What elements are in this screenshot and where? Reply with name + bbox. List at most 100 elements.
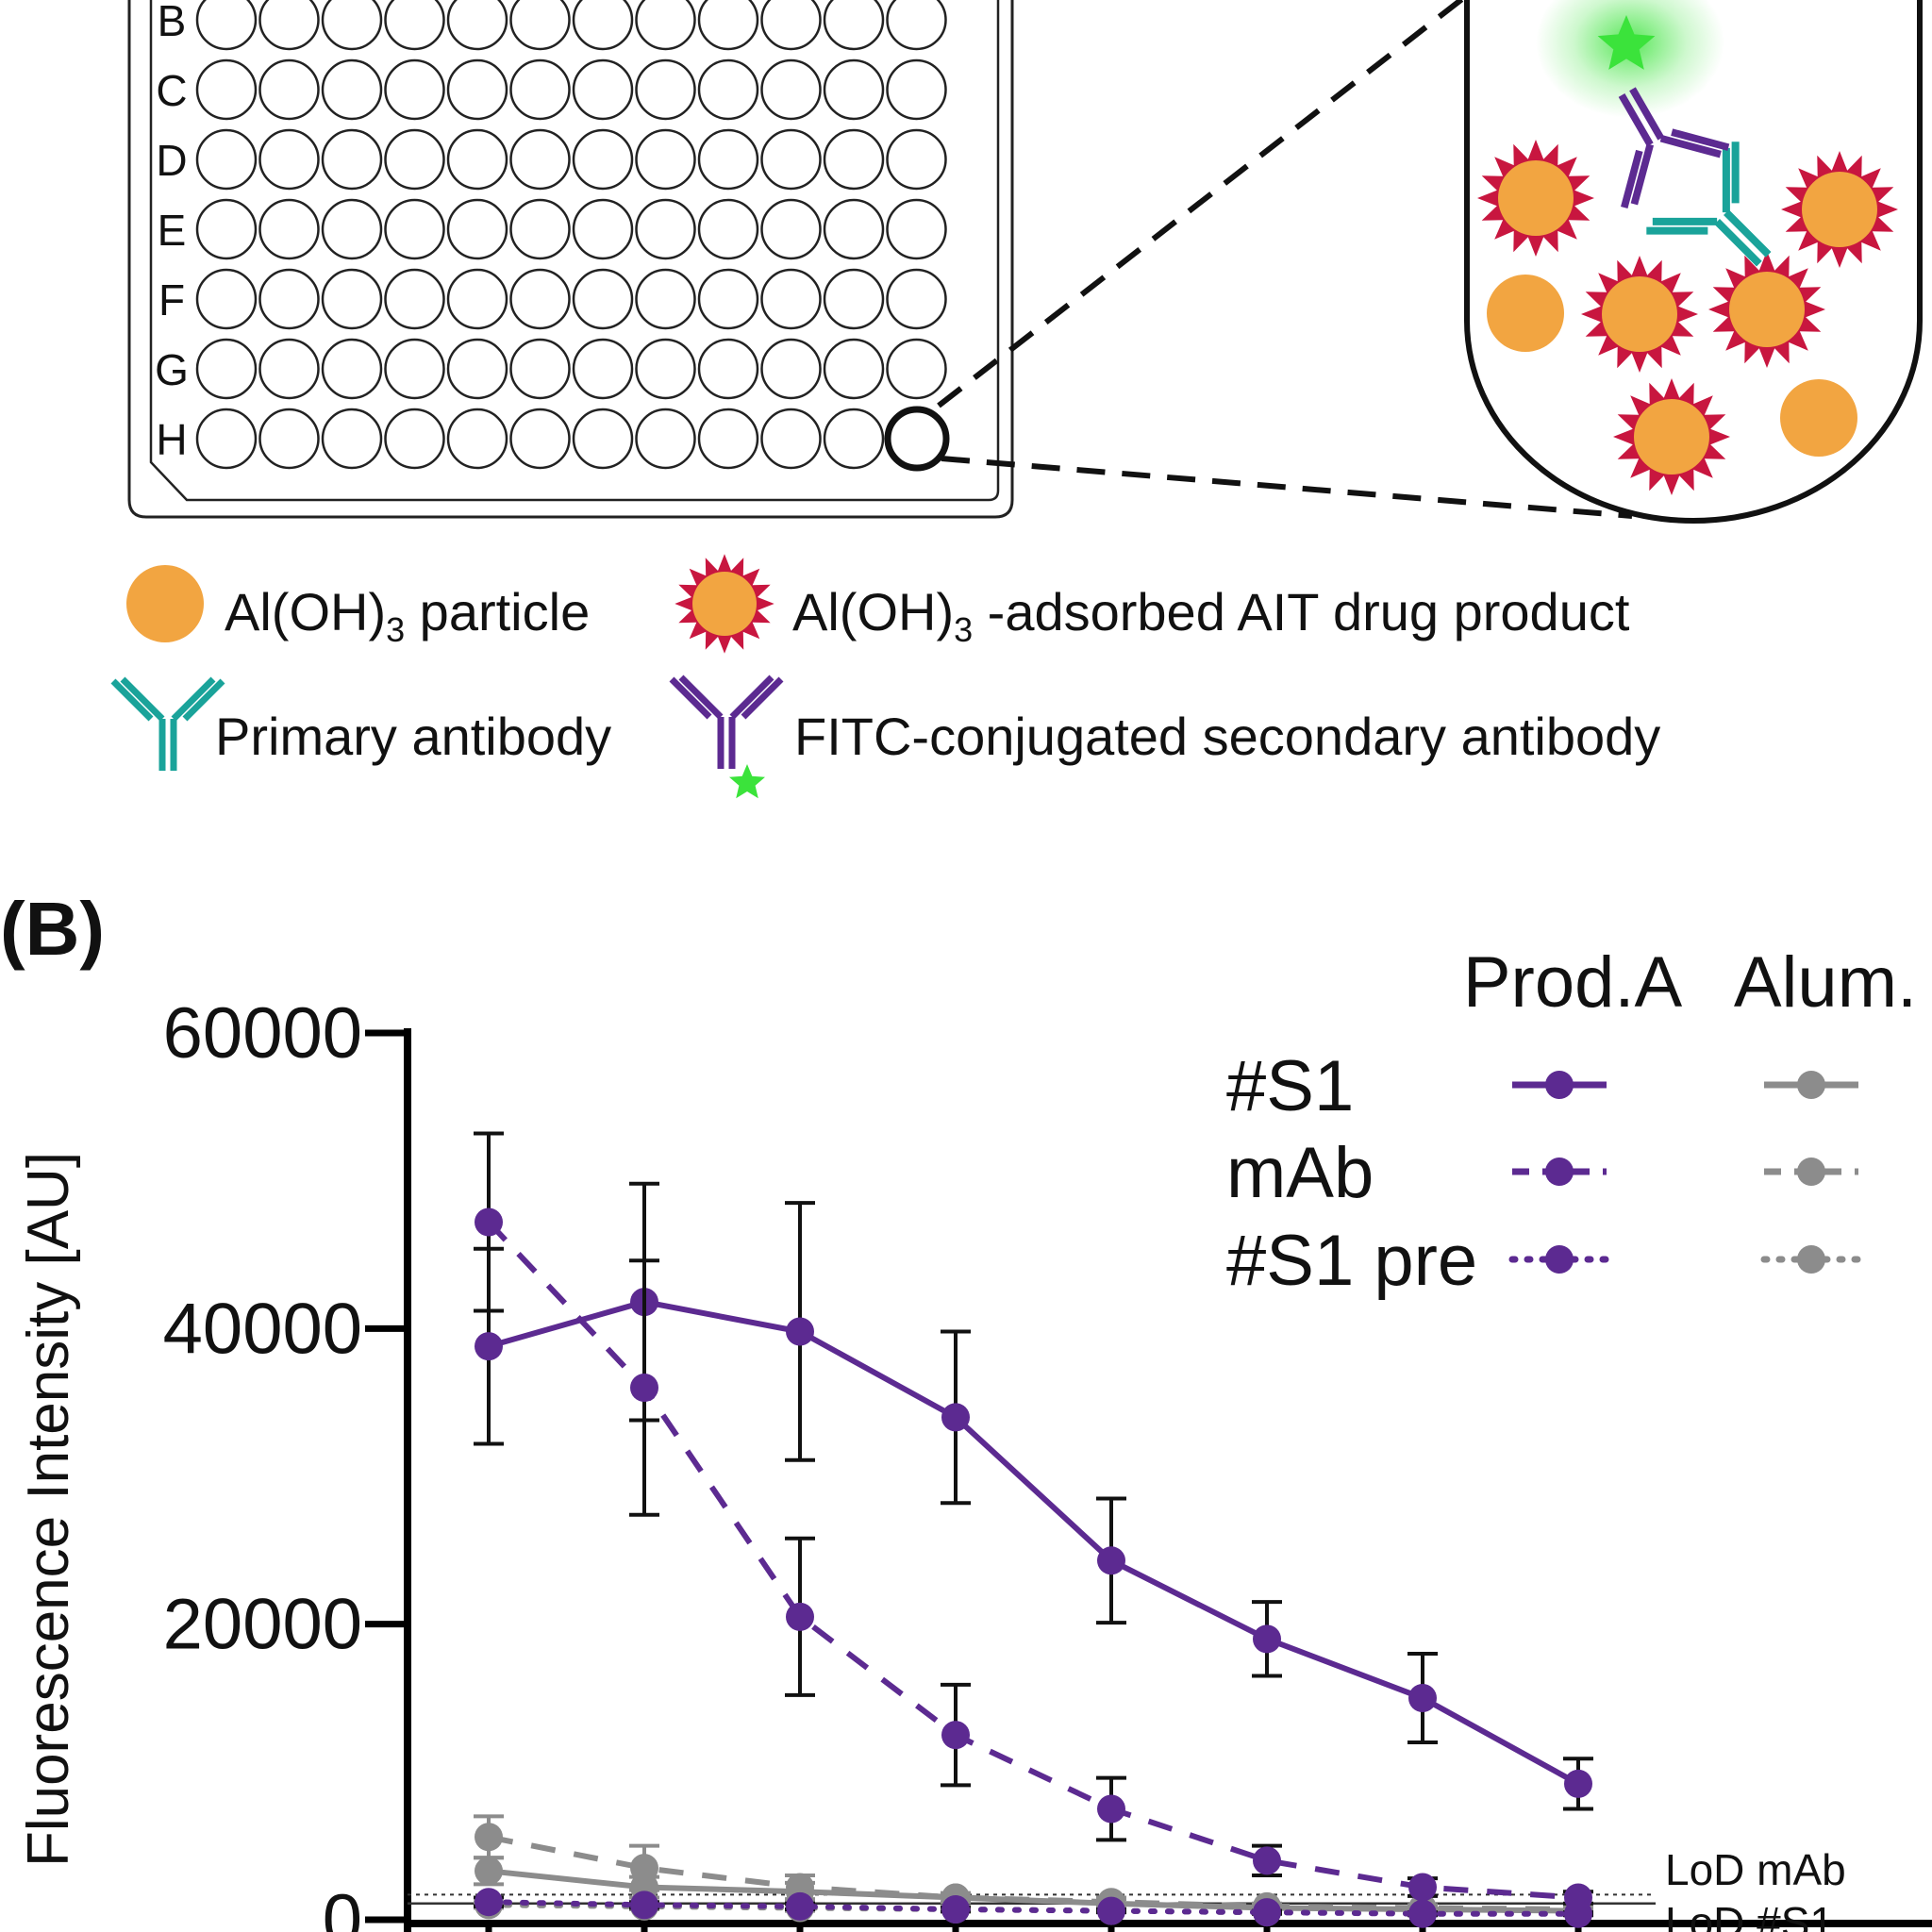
plate-well [760,408,822,470]
plate-well [886,128,947,191]
plate-well [446,198,508,260]
zoom-line-top [937,0,1466,408]
legend-swatch-marker [1797,1071,1825,1099]
plate-well [572,128,634,191]
plate-well [258,58,320,121]
adsorbed-particle [1581,256,1698,373]
plate-row-letter: E [158,206,187,255]
plate-well [195,338,258,400]
primary-legend-antibody [110,676,225,771]
data-point [1253,1624,1281,1654]
plate-well [697,268,759,330]
data-point [630,1374,658,1402]
legend-row-label: #S1 [1226,1046,1354,1126]
primary-antibody-bound [1646,142,1772,267]
plate-well [195,128,258,191]
series-proda-s1 [474,1181,1593,1811]
plate-well [760,338,822,400]
plate-well [384,338,445,400]
secondary-antibody-bound-chain [1659,134,1722,158]
data-point [1097,1896,1125,1925]
plate-well [195,58,258,121]
data-point [1097,1794,1125,1824]
plate-well [697,338,759,400]
data-point [1408,1873,1437,1902]
secondary-legend-antibody-fitc-star [729,764,765,799]
primary-antibody-bound-chain [1652,217,1718,225]
plate-well [697,0,759,51]
legend-header: Alum. [1734,942,1917,1023]
adsorbed-particle-core [1729,272,1805,347]
primary-antibody-bound-chain [1714,219,1762,267]
plate-row-letter: G [155,345,189,394]
plate-row-letter: B [158,0,187,45]
panel-b-chart: (B) Fluorescence Intensity [AU] 0 20000 40… [0,887,1932,1932]
legend-swatch-marker [1797,1245,1825,1274]
data-point [1564,1769,1592,1798]
plate-well [635,408,696,470]
plate-well [384,268,445,330]
plate-well [384,128,445,191]
plate-well [823,338,885,400]
well-contents [1477,15,1898,495]
plate-well [509,0,571,51]
adsorbed-particle-core [1602,276,1677,352]
particle-legend-label: Al(OH)3 particle [225,582,590,649]
secondary-legend-antibody-chain [669,676,712,720]
plate-well [446,128,508,191]
plain-particle [1780,379,1857,457]
y-tick-label: 40000 [163,1289,362,1369]
adsorbed-particle-core [1634,399,1709,475]
well-plate-inner-outline [149,0,1000,502]
plate-well [258,128,320,191]
plate-well [823,0,885,51]
plain-particle [1487,275,1564,352]
panel-b-label: (B) [0,887,105,971]
zoom-line-bottom [941,456,1633,519]
plate-well [886,58,947,121]
secondary-antibody-bound-chain [1618,92,1654,147]
primary-antibody-bound-chain [1731,142,1740,204]
legend-header: Prod.A [1463,942,1683,1023]
plate-well [886,338,947,400]
plate-well [697,198,759,260]
plate-row-letter: C [156,66,187,115]
plate-row-letter: D [156,136,187,185]
plate-well [321,128,383,191]
series-proda-mab [474,1131,1593,1912]
secondary-antibody-legend-label: FITC-conjugated secondary antibody [794,707,1660,766]
plate-well [509,198,571,260]
primary-antibody-bound-chain [1722,147,1730,213]
plate-well [760,128,822,191]
plate-well [823,198,885,260]
y-tick-label: 0 [323,1880,362,1932]
plate-well [509,338,571,400]
primary-antibody-bound-chain [1724,209,1772,258]
plate-well [635,128,696,191]
plate-well [635,268,696,330]
data-point [786,1317,814,1346]
data-point [1408,1684,1437,1712]
plate-well [572,408,634,470]
adsorbed-particle [1708,251,1825,368]
secondary-antibody-legend-icon [669,675,784,799]
chart-series [474,1131,1593,1928]
plate-well [823,58,885,121]
plate-well [823,408,885,470]
plate-well [195,198,258,260]
adsorbed-particle [1781,151,1898,268]
secondary-legend-antibody-chain [729,675,774,720]
plate-well [886,268,947,330]
plate-well [760,58,822,121]
plate-well [446,58,508,121]
plate-well [572,0,634,51]
legend-swatch-marker [1797,1158,1825,1186]
data-point [475,1332,503,1361]
y-axis-label: Fluorescence Intensity [AU] [16,1152,81,1867]
plate-well [697,408,759,470]
plate-well [635,198,696,260]
lod-label: LoD mAb [1665,1845,1846,1894]
secondary-antibody-bound-chain [1671,128,1730,151]
